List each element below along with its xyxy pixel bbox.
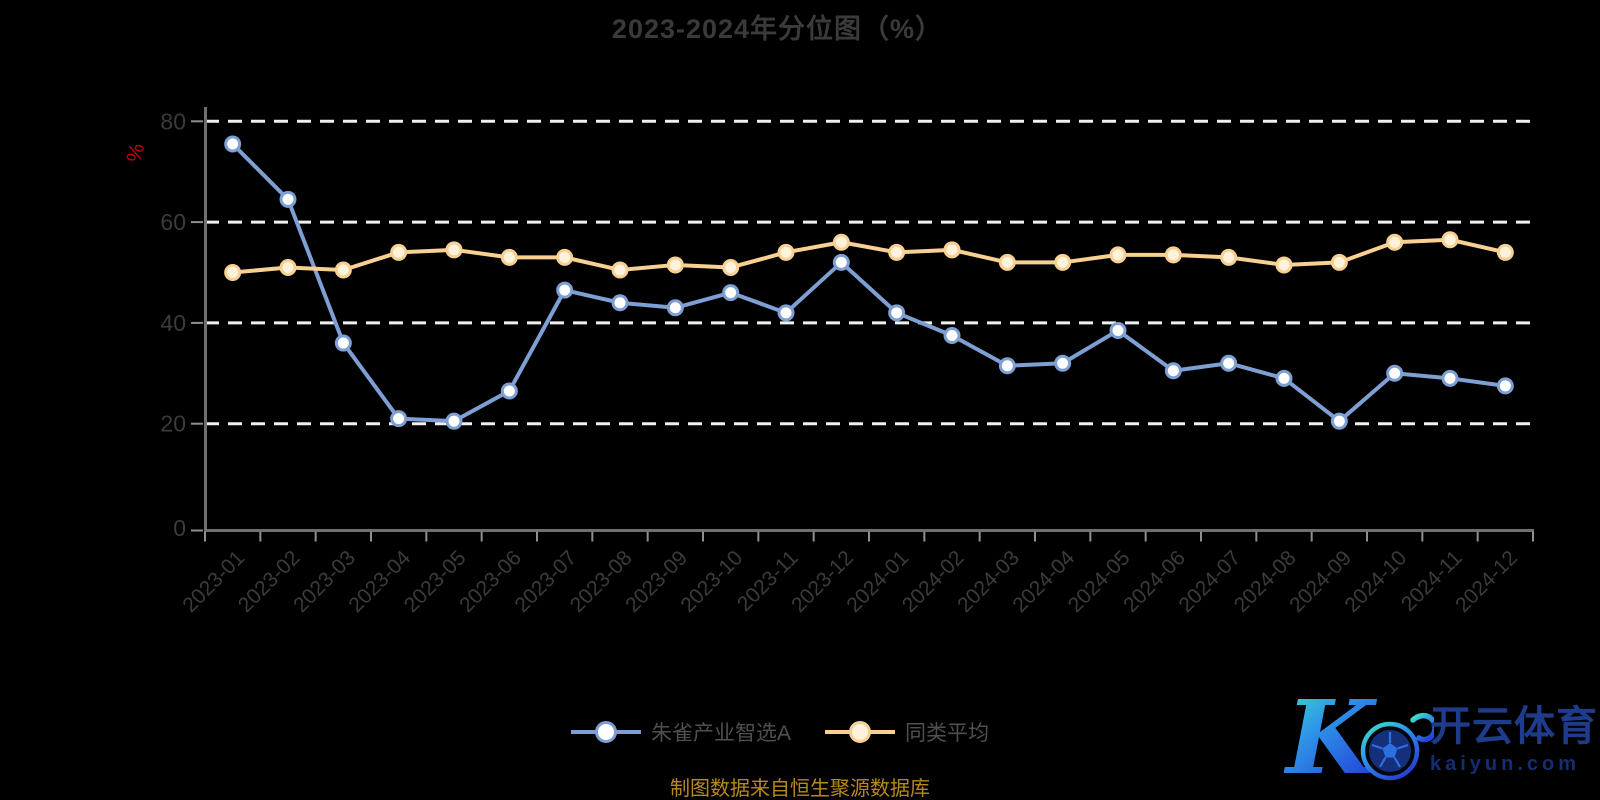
data-source-note: 制图数据来自恒生聚源数据库 <box>670 778 930 800</box>
kaiyun-watermark[interactable]: K 开云体育 kaiyun.com <box>1284 666 1600 800</box>
watermark-brand: 开云体育 <box>1430 703 1598 749</box>
line-plot-area: 0 20 40 60 80 2023-01 2023-02 2023-03 2023-04 202… <box>160 107 1534 617</box>
svg-text:2023-10: 2023-10 <box>676 546 747 617</box>
kaiyun-logo-icon: K <box>1284 678 1434 797</box>
svg-text:2024-10: 2024-10 <box>1340 546 1411 617</box>
svg-text:K: K <box>1284 678 1378 797</box>
legend-item-series-0[interactable]: 朱雀产业智选A <box>570 717 791 747</box>
svg-text:20: 20 <box>160 411 186 437</box>
svg-text:80: 80 <box>160 108 186 134</box>
line-marker-icon <box>825 721 895 743</box>
legend: 朱雀产业智选A 同类平均 <box>0 717 1560 747</box>
legend-item-series-1[interactable]: 同类平均 <box>825 717 989 747</box>
watermark-domain: kaiyun.com <box>1430 753 1581 775</box>
legend-label: 朱雀产业智选A <box>650 722 791 745</box>
svg-text:0: 0 <box>173 515 186 541</box>
chart-title: 2023-2024年分位图（%） <box>611 14 944 44</box>
svg-text:60: 60 <box>160 209 186 235</box>
watermark-text: 开云体育 kaiyun.com <box>1430 706 1598 776</box>
legend-label: 同类平均 <box>905 722 989 745</box>
svg-text:2024-12: 2024-12 <box>1451 546 1522 617</box>
line-marker-icon <box>570 721 641 743</box>
svg-text:40: 40 <box>160 310 186 336</box>
